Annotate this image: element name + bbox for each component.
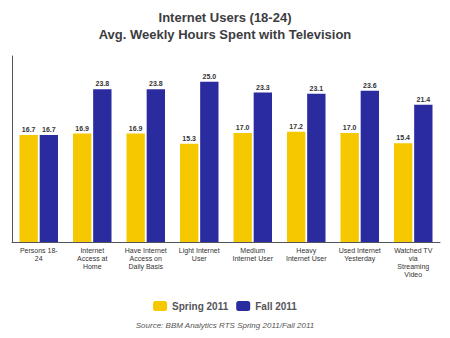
- svg-text:Source: BBM Analytics RTS Spri: Source: BBM Analytics RTS Spring 2011/Fa…: [136, 321, 314, 330]
- svg-text:16.9: 16.9: [75, 125, 89, 132]
- svg-text:Internet User: Internet User: [286, 255, 327, 262]
- svg-text:16.7: 16.7: [42, 126, 56, 133]
- svg-text:Access at: Access at: [77, 255, 107, 262]
- svg-text:25.0: 25.0: [203, 73, 217, 80]
- svg-text:User: User: [192, 255, 207, 262]
- svg-text:Heavy: Heavy: [296, 247, 316, 255]
- svg-text:Internet Users (18-24): Internet Users (18-24): [159, 10, 292, 25]
- svg-text:15.4: 15.4: [396, 134, 410, 141]
- svg-text:Access on: Access on: [130, 255, 162, 262]
- svg-text:Daily Basis: Daily Basis: [128, 263, 163, 271]
- svg-text:via: via: [409, 255, 418, 262]
- svg-text:Streaming: Streaming: [397, 263, 429, 271]
- svg-text:17.2: 17.2: [289, 123, 303, 130]
- svg-text:17.0: 17.0: [236, 124, 250, 131]
- svg-text:24: 24: [35, 255, 43, 262]
- svg-text:Spring 2011: Spring 2011: [172, 301, 229, 312]
- svg-text:Medium: Medium: [240, 247, 265, 254]
- svg-text:Home: Home: [83, 263, 102, 270]
- svg-text:23.6: 23.6: [363, 82, 377, 89]
- svg-text:Video: Video: [404, 271, 422, 278]
- svg-text:17.0: 17.0: [343, 124, 357, 131]
- svg-text:Yesterday: Yesterday: [344, 255, 375, 263]
- svg-text:Internet User: Internet User: [233, 255, 274, 262]
- svg-text:Internet: Internet: [80, 247, 104, 254]
- svg-text:23.8: 23.8: [149, 80, 163, 87]
- svg-text:Avg. Weekly Hours Spent with T: Avg. Weekly Hours Spent with Television: [99, 27, 352, 42]
- svg-text:16.7: 16.7: [22, 126, 36, 133]
- svg-text:Light Internet: Light Internet: [179, 247, 220, 255]
- svg-text:23.8: 23.8: [96, 80, 110, 87]
- svg-text:Have Internet: Have Internet: [125, 247, 167, 254]
- svg-text:23.3: 23.3: [256, 84, 270, 91]
- svg-text:Watched TV: Watched TV: [394, 247, 432, 254]
- svg-text:Persons 18-: Persons 18-: [20, 247, 58, 254]
- svg-text:15.3: 15.3: [182, 135, 196, 142]
- svg-text:Fall 2011: Fall 2011: [255, 301, 297, 312]
- svg-text:21.4: 21.4: [417, 96, 431, 103]
- svg-text:23.1: 23.1: [310, 85, 324, 92]
- svg-text:16.9: 16.9: [129, 125, 143, 132]
- svg-text:Used Internet: Used Internet: [339, 247, 381, 254]
